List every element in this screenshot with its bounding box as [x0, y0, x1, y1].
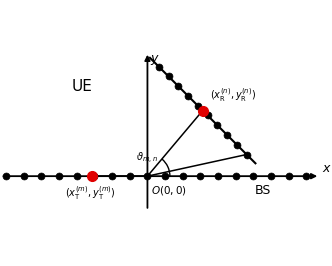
Text: BS: BS	[255, 184, 271, 197]
Text: $y$: $y$	[149, 53, 159, 67]
Text: $x$: $x$	[322, 162, 332, 175]
Text: $\vartheta_{m,n}$: $\vartheta_{m,n}$	[136, 151, 158, 167]
Text: $(x_{\mathrm{T}}^{(m)}, y_{\mathrm{T}}^{(m)})$: $(x_{\mathrm{T}}^{(m)}, y_{\mathrm{T}}^{…	[65, 184, 116, 202]
Text: UE: UE	[71, 79, 92, 94]
Text: $O(0,0)$: $O(0,0)$	[151, 184, 187, 197]
Text: $(x_{\mathrm{R}}^{(n)}, y_{\mathrm{R}}^{(n)})$: $(x_{\mathrm{R}}^{(n)}, y_{\mathrm{R}}^{…	[209, 86, 256, 104]
